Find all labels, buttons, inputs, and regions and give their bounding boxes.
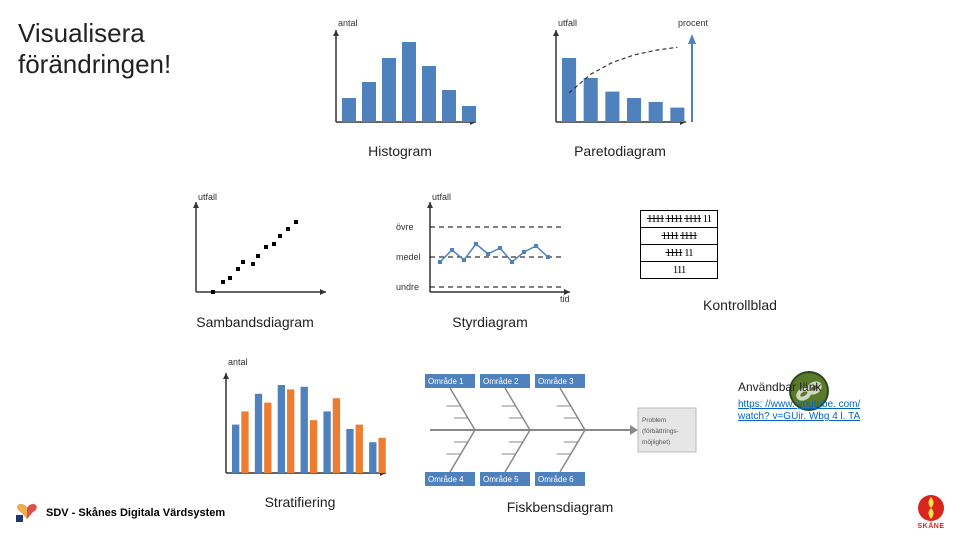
strat-block: antal Stratifiering	[200, 355, 400, 510]
control-caption: Styrdiagram	[390, 314, 590, 330]
svg-text:Område 2: Område 2	[483, 377, 519, 386]
scatter-caption: Sambandsdiagram	[170, 314, 340, 330]
useful-link-title: Användbar länk	[738, 380, 948, 394]
svg-text:utfall: utfall	[198, 192, 217, 202]
svg-text:utfall: utfall	[432, 192, 451, 202]
fishbone-block: Problem (förbättrings-möjlighet) Område 1 O…	[420, 360, 700, 515]
svg-text:antal: antal	[338, 18, 358, 28]
histogram-chart: antal	[310, 14, 490, 134]
svg-text:medel: medel	[396, 252, 421, 262]
strat-chart: antal	[200, 355, 400, 485]
svg-text:möjlighet): möjlighet)	[642, 439, 670, 446]
tally-row: 111	[641, 262, 718, 279]
skane-text: SKÅNE	[917, 523, 944, 530]
pareto-block: utfall procent Paretodiagram	[530, 14, 710, 159]
histogram-block: antal Histogram	[310, 14, 490, 159]
control-block: utfall tid övre medel undre Styrdiagram	[390, 190, 590, 330]
svg-text:(förbättrings-: (förbättrings-	[642, 428, 679, 435]
youtube-link[interactable]: https: //www. youtube. com/ watch? v=GUi…	[738, 399, 860, 422]
tally-table: 1111 1111 1111 111111 11111111 11111	[640, 210, 718, 279]
svg-text:Område 4: Område 4	[428, 475, 464, 484]
sdv-logo: SDV - Skånes Digitala Värdsystem	[14, 500, 225, 526]
histogram-caption: Histogram	[310, 143, 490, 159]
page-title: Visualisera förändringen!	[18, 18, 171, 79]
pareto-caption: Paretodiagram	[530, 143, 710, 159]
heart-icon	[14, 500, 40, 526]
scatter-block: utfall Sambandsdiagram	[170, 190, 340, 330]
pareto-chart: utfall procent	[530, 14, 710, 134]
fishbone-caption: Fiskbensdiagram	[420, 499, 700, 515]
svg-text:procent: procent	[678, 18, 709, 28]
skane-logo: SKÅNE	[916, 493, 946, 530]
skane-icon	[916, 493, 946, 523]
tally-caption: Kontrollblad	[640, 297, 840, 313]
svg-text:antal: antal	[228, 357, 248, 367]
svg-text:utfall: utfall	[558, 18, 577, 28]
svg-text:Område 5: Område 5	[483, 475, 519, 484]
svg-text:Område 3: Område 3	[538, 377, 574, 386]
scatter-chart: utfall	[170, 190, 340, 305]
svg-text:Problem: Problem	[642, 417, 666, 424]
svg-text:tid: tid	[560, 294, 570, 304]
sdv-text: SDV - Skånes Digitala Värdsystem	[46, 507, 225, 519]
fishbone-chart: Problem (förbättrings-möjlighet) Område 1 O…	[420, 360, 700, 490]
control-chart: utfall tid övre medel undre	[390, 190, 590, 305]
svg-text:undre: undre	[396, 282, 419, 292]
strat-caption: Stratifiering	[200, 494, 400, 510]
svg-text:Område 6: Område 6	[538, 475, 574, 484]
tally-row: 1111 1111 1111 11	[641, 211, 718, 228]
tally-row: 1111 1111	[641, 228, 718, 245]
tally-row: 1111 11	[641, 245, 718, 262]
tally-block: 1111 1111 1111 111111 11111111 11111 Kon…	[640, 210, 840, 313]
useful-link-box: Användbar länk https: //www. youtube. co…	[738, 380, 948, 422]
svg-text:övre: övre	[396, 222, 414, 232]
svg-text:Område 1: Område 1	[428, 377, 464, 386]
